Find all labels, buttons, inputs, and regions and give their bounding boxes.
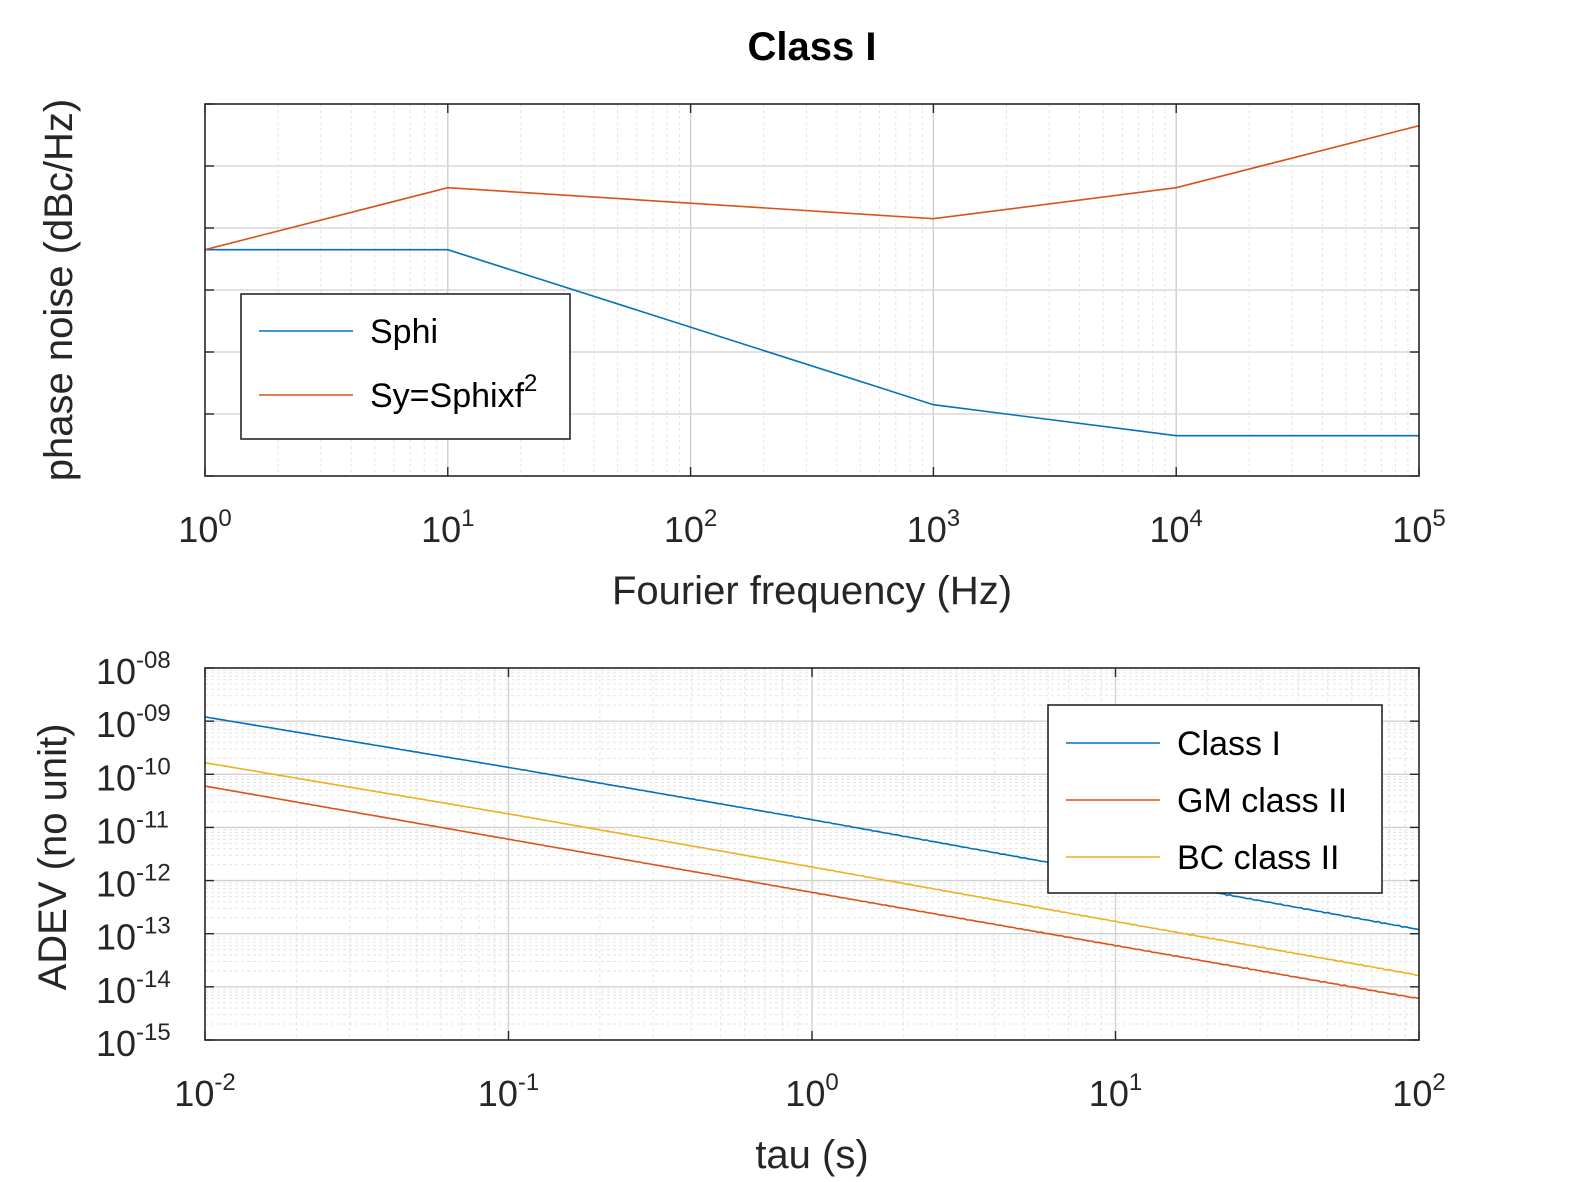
x-tick-label: 102 <box>1392 1069 1445 1114</box>
phase-noise-y-axis-label: phase noise (dBc/Hz) <box>37 99 81 481</box>
x-tick-label: 10-1 <box>478 1069 539 1114</box>
y-tick-label: 10-15 <box>96 1019 171 1064</box>
x-tick-label: 101 <box>1089 1069 1142 1114</box>
y-tick-label: 10-08 <box>96 647 171 692</box>
x-tick-label: 103 <box>907 505 960 550</box>
phase-noise-x-axis-label: Fourier frequency (Hz) <box>612 569 1012 613</box>
y-tick-label: 10-14 <box>96 966 171 1011</box>
adev-y-axis-label: ADEV (no unit) <box>31 724 75 991</box>
legend-box <box>240 293 571 440</box>
figure-title: Class I <box>748 25 877 69</box>
phase-noise-plot: 100 101 102 103 104 105 Sphi Sy=Sphixf2 <box>178 103 1446 550</box>
adev-plot: 10-2 10-1 100 101 102 10-08 10-09 10-10 10-11 10-… <box>96 647 1446 1114</box>
legend-label: Class I <box>1177 725 1281 763</box>
y-tick-label: 10-12 <box>96 860 171 905</box>
x-tick-label: 102 <box>664 505 717 550</box>
x-tick-label: 101 <box>421 505 474 550</box>
legend-label: BC class II <box>1177 839 1339 877</box>
x-tick-label: 10-2 <box>174 1069 235 1114</box>
y-tick-label: 10-10 <box>96 753 171 798</box>
legend-label: Sphi <box>370 313 438 351</box>
series-line-sy-sphixf <box>204 124 1420 251</box>
legend-label: GM class II <box>1177 782 1347 820</box>
legend: Sphi Sy=Sphixf2 <box>240 293 571 440</box>
y-tick-label: 10-09 <box>96 700 171 745</box>
adev-x-axis-label: tau (s) <box>755 1133 868 1177</box>
series-line-gm-class-ii <box>204 785 1420 1000</box>
legend: Class I GM class II BC class II <box>1047 704 1383 894</box>
y-tick-label: 10-11 <box>96 806 169 851</box>
x-tick-label: 104 <box>1149 505 1202 550</box>
legend-label: Sy=Sphixf2 <box>370 370 537 415</box>
series-line-bc-class-ii <box>204 761 1420 977</box>
x-tick-label: 100 <box>785 1069 838 1114</box>
x-tick-label: 105 <box>1392 505 1445 550</box>
x-tick-label: 100 <box>178 505 231 550</box>
y-tick-label: 10-13 <box>96 913 171 958</box>
series-line-sphi <box>205 248 1419 437</box>
legend-box <box>1047 704 1383 894</box>
